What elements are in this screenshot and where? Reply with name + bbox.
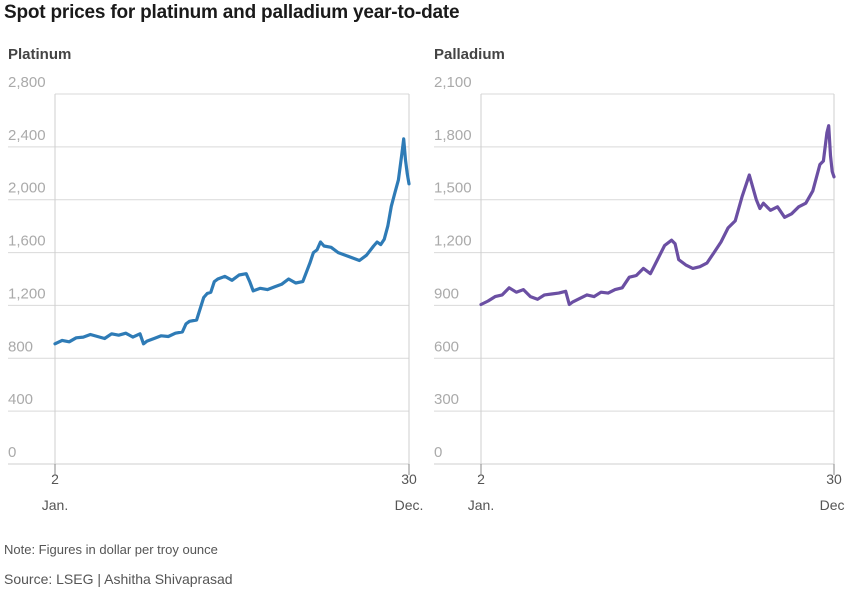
palladium-x-tick-day: 2 — [477, 471, 485, 487]
charts-container: Platinum 0 400 800 1,200 1,600 2,000 2,400 2,800… — [8, 46, 845, 513]
palladium-chart-title: Palladium — [434, 46, 505, 63]
source-text: Source: LSEG | Ashitha Shivaprasad — [4, 571, 233, 587]
palladium-y-tick-label: 600 — [434, 338, 459, 355]
palladium-y-tick-label: 1,200 — [434, 233, 472, 250]
page-title: Spot prices for platinum and palladium y… — [4, 2, 460, 23]
platinum-y-tick-label: 1,200 — [8, 285, 46, 302]
platinum-x-tick-day: 30 — [401, 471, 417, 487]
palladium-y-tick-label: 1,800 — [434, 127, 472, 144]
platinum-x-tick-month: Jan. — [42, 497, 68, 513]
platinum-y-tick-label: 2,000 — [8, 180, 46, 197]
palladium-y-tick-label: 900 — [434, 285, 459, 302]
platinum-chart: Platinum 0 400 800 1,200 1,600 2,000 2,400 2,800… — [8, 46, 423, 513]
palladium-y-tick-label: 1,500 — [434, 180, 472, 197]
platinum-y-tick-label: 2,400 — [8, 127, 46, 144]
platinum-x-tick-day: 2 — [51, 471, 59, 487]
palladium-x-tick-month: Jan. — [468, 497, 494, 513]
platinum-y-tick-label: 2,800 — [8, 74, 46, 91]
platinum-y-tick-label: 1,600 — [8, 233, 46, 250]
palladium-y-tick-label: 2,100 — [434, 74, 472, 91]
palladium-y-tick-label: 0 — [434, 444, 442, 461]
platinum-y-tick-label: 800 — [8, 338, 33, 355]
platinum-chart-title: Platinum — [8, 46, 71, 63]
platinum-y-tick-label: 400 — [8, 391, 33, 408]
platinum-x-tick-month: Dec. — [395, 497, 424, 513]
note-text: Note: Figures in dollar per troy ounce — [4, 542, 218, 557]
palladium-price-line — [479, 124, 836, 307]
platinum-price-line — [53, 137, 411, 346]
palladium-x-tick-month: Dec. — [820, 497, 845, 513]
palladium-x-tick-day: 30 — [826, 471, 842, 487]
platinum-y-tick-label: 0 — [8, 444, 16, 461]
palladium-y-tick-label: 300 — [434, 391, 459, 408]
palladium-chart: Palladium 0 300 600 900 1,200 1,500 1,800 2,100 2… — [434, 46, 845, 513]
